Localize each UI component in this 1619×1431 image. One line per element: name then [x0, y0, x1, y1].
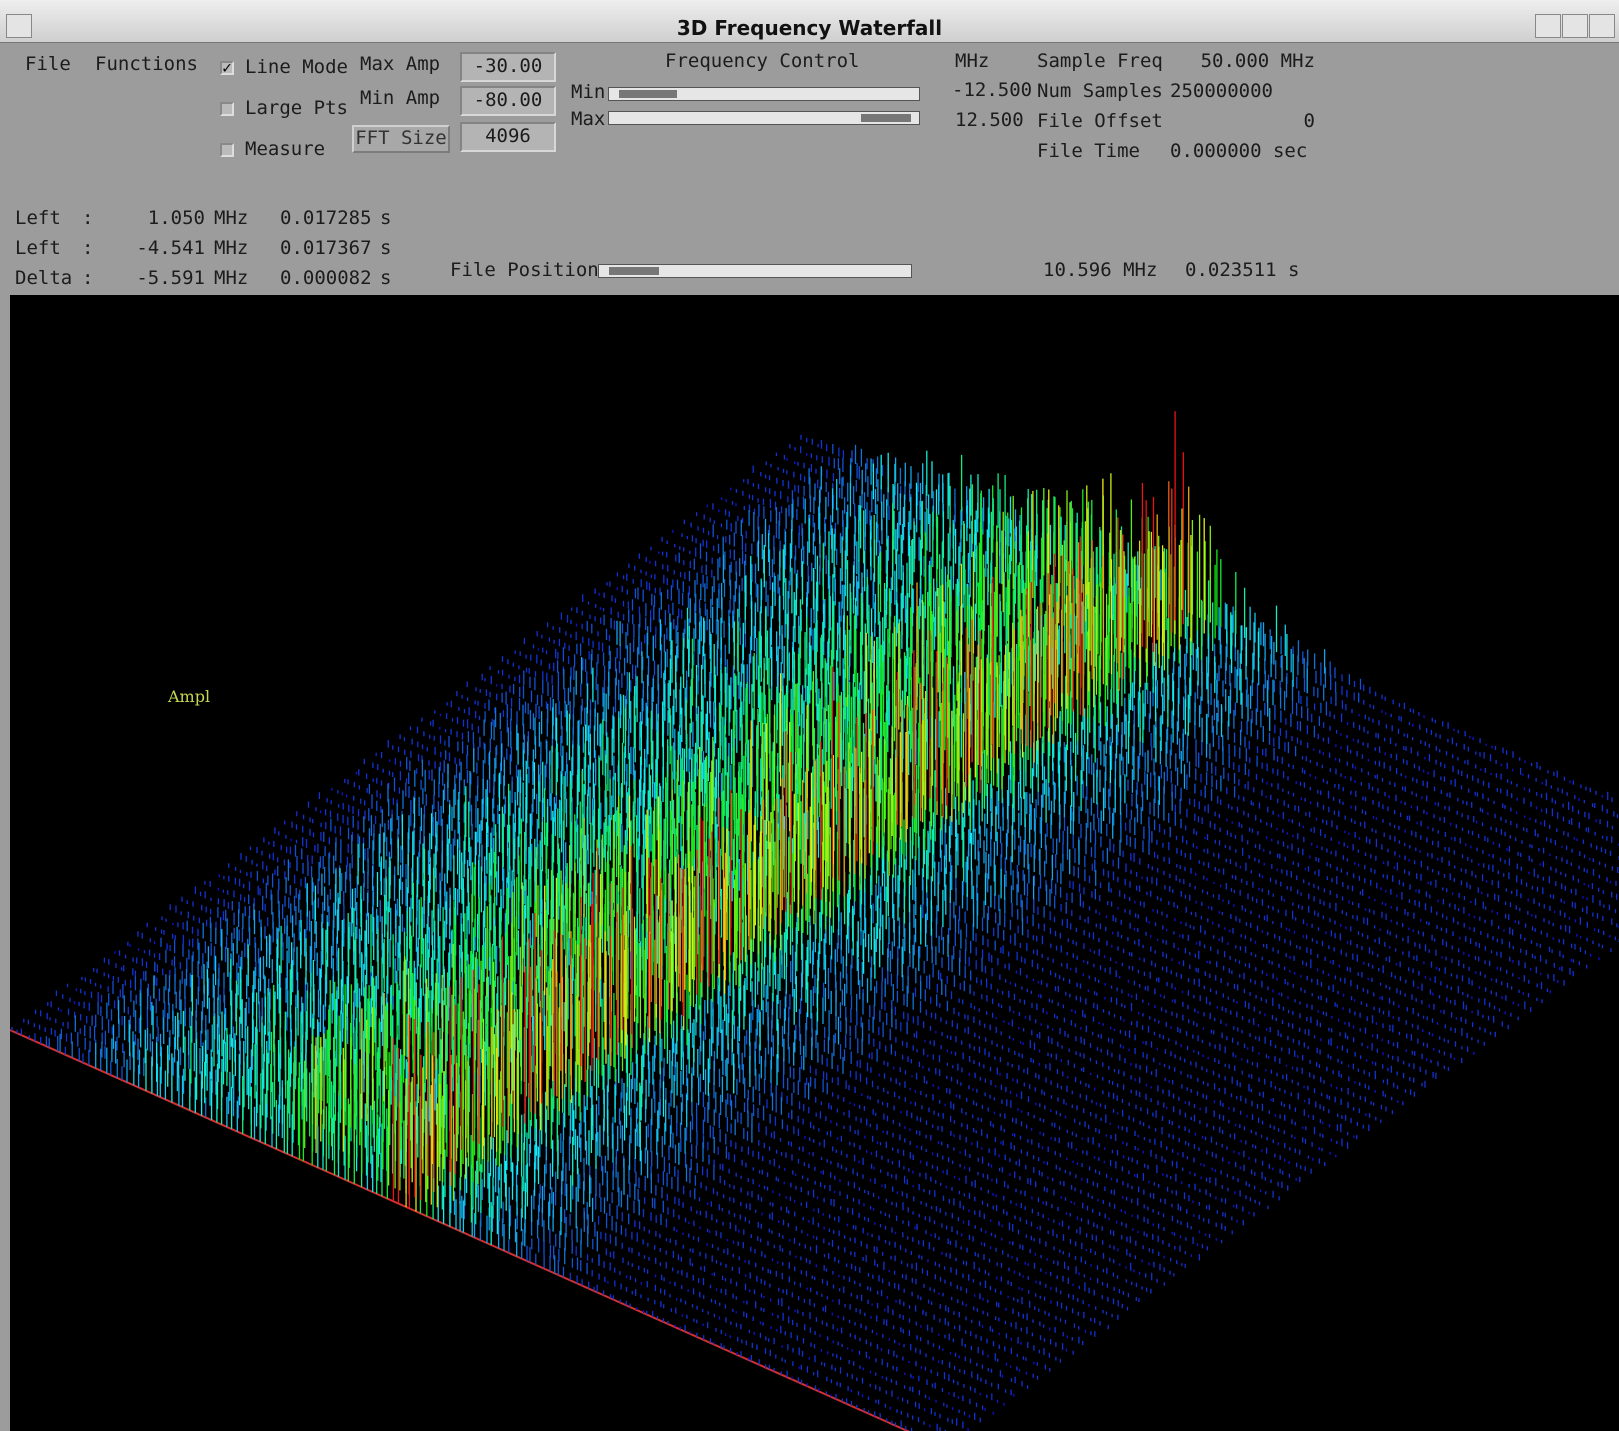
info-value: 50.000 MHz [1170, 49, 1315, 73]
measure-name: Left [15, 236, 61, 260]
waterfall-plot: Ampl [10, 295, 1619, 1431]
fft-size-button[interactable]: FFT Size [352, 125, 450, 153]
maximize-button[interactable] [1562, 14, 1588, 38]
measure-frequency: -4.541 [110, 236, 205, 260]
info-value: 250000000 [1170, 79, 1315, 103]
page: 3D Frequency Waterfall File Functions ✓ L… [0, 0, 1619, 1431]
measure-sep: : [82, 206, 93, 230]
min-frequency-slider[interactable] [608, 87, 920, 101]
min-amp-input[interactable]: -80.00 [460, 86, 556, 116]
label: Min Amp [360, 86, 440, 110]
info-value: 0 [1170, 109, 1315, 133]
measure-time: 0.017367 [280, 236, 372, 260]
min-frequency-value: -12.500 [952, 78, 1032, 102]
checkbox[interactable] [220, 143, 234, 157]
label: Min [571, 80, 605, 104]
measure-time: 0.017285 [280, 206, 372, 230]
measure-frequency-unit: MHz [214, 266, 248, 290]
axis-label: Ampl [167, 687, 210, 706]
label: File Position [450, 258, 599, 282]
section-title: Frequency Control [665, 49, 859, 73]
info-label: File Offset [1037, 109, 1163, 133]
measure-frequency: -5.591 [110, 266, 205, 290]
measure-time-unit: s [380, 236, 391, 260]
checkbox[interactable] [220, 102, 234, 116]
checkbox-label: Large Pts [245, 96, 348, 120]
measure-name: Left [15, 206, 61, 230]
info-label: Num Samples [1037, 79, 1163, 103]
window-title: 3D Frequency Waterfall [0, 16, 1619, 40]
label: Max [571, 107, 605, 131]
minimize-button[interactable] [1535, 14, 1561, 38]
info-label: Sample Freq [1037, 49, 1163, 73]
checkbox-label: Line Mode [245, 55, 348, 79]
title-bar: 3D Frequency Waterfall [0, 0, 1619, 43]
info-label: File Time [1037, 139, 1140, 163]
menu-item[interactable]: Functions [95, 52, 198, 76]
max-amp-input[interactable]: -30.00 [460, 52, 556, 82]
measure-frequency-unit: MHz [214, 236, 248, 260]
cursor-frequency: 10.596 MHz [1043, 258, 1157, 282]
max-frequency-slider[interactable] [608, 111, 920, 125]
checkbox-label: Measure [245, 137, 325, 161]
measure-sep: : [82, 266, 93, 290]
measure-name: Delta [15, 266, 72, 290]
measure-sep: : [82, 236, 93, 260]
measure-time-unit: s [380, 206, 391, 230]
measure-time: 0.000082 [280, 266, 372, 290]
info-value: 0.000000 sec [1170, 139, 1315, 163]
checkbox[interactable]: ✓ [220, 61, 234, 75]
cursor-time: 0.023511 s [1185, 258, 1299, 282]
file-position-slider[interactable] [598, 264, 912, 278]
measure-time-unit: s [380, 266, 391, 290]
menu-item[interactable]: File [25, 52, 71, 76]
max-frequency-value: 12.500 [955, 108, 1024, 132]
fft-size-input[interactable]: 4096 [460, 122, 556, 152]
measure-frequency: 1.050 [110, 206, 205, 230]
label: Max Amp [360, 52, 440, 76]
unit-label: MHz [955, 49, 989, 73]
measure-frequency-unit: MHz [214, 206, 248, 230]
close-button[interactable] [1589, 14, 1615, 38]
